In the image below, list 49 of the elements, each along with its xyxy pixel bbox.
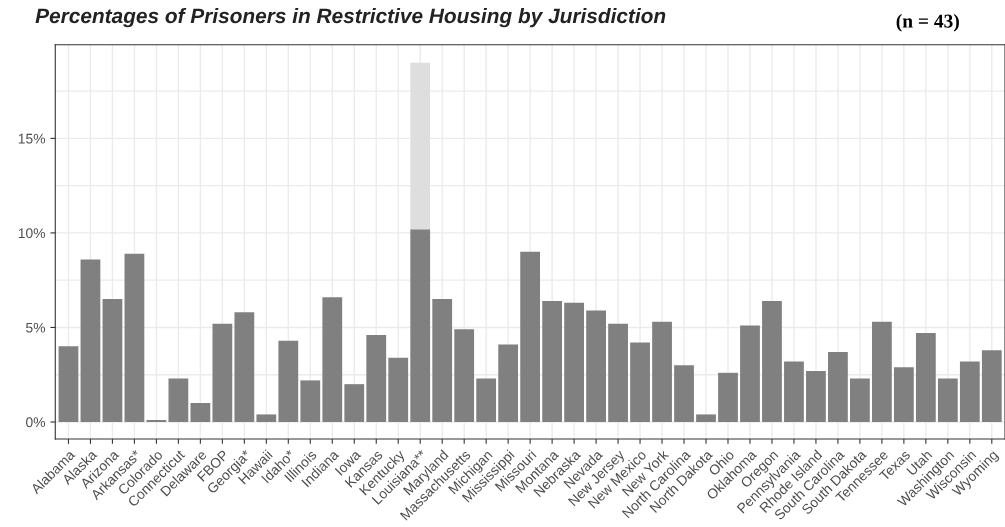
bar (937, 378, 958, 422)
bar (981, 350, 1002, 422)
bar (674, 365, 694, 422)
bar (80, 259, 101, 422)
text: (n = 43) (896, 13, 959, 32)
bar (850, 378, 870, 422)
bar (476, 378, 497, 422)
bar (168, 378, 189, 422)
bar (58, 346, 79, 422)
bar (806, 370, 826, 422)
bar (432, 299, 453, 422)
bar (652, 321, 672, 422)
bar (630, 342, 650, 422)
bar (828, 352, 848, 422)
bar (322, 297, 343, 422)
bar (344, 384, 365, 422)
bar (915, 333, 936, 422)
y-tick-label: 15% (18, 133, 46, 144)
bar (893, 367, 914, 422)
bar (498, 344, 519, 422)
bar (300, 380, 321, 422)
chart-title: Percentages of Prisoners in Restrictive Housing by Jurisdiction (35, 7, 666, 28)
bar (278, 340, 299, 422)
bar (388, 357, 409, 422)
bar (871, 321, 892, 422)
bar (959, 361, 980, 422)
bar (520, 251, 541, 422)
bar (762, 300, 782, 422)
bar (234, 312, 255, 422)
bar (102, 299, 123, 422)
bar (564, 302, 584, 422)
bar (718, 372, 738, 422)
bar (366, 335, 387, 422)
y-tick-label: 5% (26, 322, 46, 333)
bar (542, 300, 563, 422)
bar (740, 325, 760, 422)
bar (586, 310, 606, 422)
bar (696, 414, 716, 422)
bar (454, 329, 475, 422)
bar (608, 323, 628, 422)
y-tick-label: 10% (18, 228, 46, 239)
bar (256, 414, 277, 422)
bar (410, 62, 431, 230)
bar (212, 323, 233, 422)
bar (124, 253, 145, 422)
bar (784, 361, 804, 422)
bar (410, 229, 431, 422)
bar (190, 403, 211, 422)
y-tick-label: 0% (26, 417, 46, 428)
